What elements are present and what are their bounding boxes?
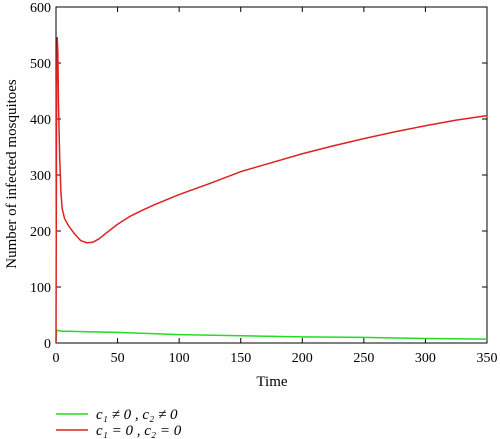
legend-label-series-2: c₁ = 0 , c₂ = 0 (96, 423, 182, 439)
plot-frame (55, 6, 488, 344)
y-axis-label: Number of infected mosquitoes (4, 79, 20, 269)
y-axis-ticks: 0 100 200 300 400 500 600 (30, 1, 487, 352)
legend: c₁ ≠ 0 , c₂ ≠ 0 c₁ = 0 , c₂ = 0 (56, 407, 182, 439)
y-tick-label: 200 (30, 225, 51, 240)
series-line-2 (55, 37, 488, 344)
y-tick-label: 600 (30, 1, 51, 16)
x-tick-label: 200 (292, 351, 313, 366)
x-axis-label: Time (256, 374, 287, 390)
series-lines (55, 37, 488, 344)
y-tick-label: 0 (44, 337, 51, 352)
x-tick-label: 350 (477, 351, 498, 366)
x-axis-ticks: 0 50 100 150 200 250 300 350 (53, 7, 498, 366)
x-tick-label: 100 (169, 351, 190, 366)
x-tick-label: 0 (53, 351, 60, 366)
y-tick-label: 500 (30, 57, 51, 72)
y-tick-label: 100 (30, 281, 51, 296)
y-tick-label: 400 (30, 113, 51, 128)
x-tick-label: 150 (230, 351, 251, 366)
legend-label-series-1: c₁ ≠ 0 , c₂ ≠ 0 (96, 407, 178, 423)
series-line-1 (55, 329, 488, 344)
x-tick-label: 50 (111, 351, 125, 366)
x-tick-label: 300 (415, 351, 436, 366)
y-tick-label: 300 (30, 169, 51, 184)
x-tick-label: 250 (353, 351, 374, 366)
plot-area-border (55, 6, 488, 344)
